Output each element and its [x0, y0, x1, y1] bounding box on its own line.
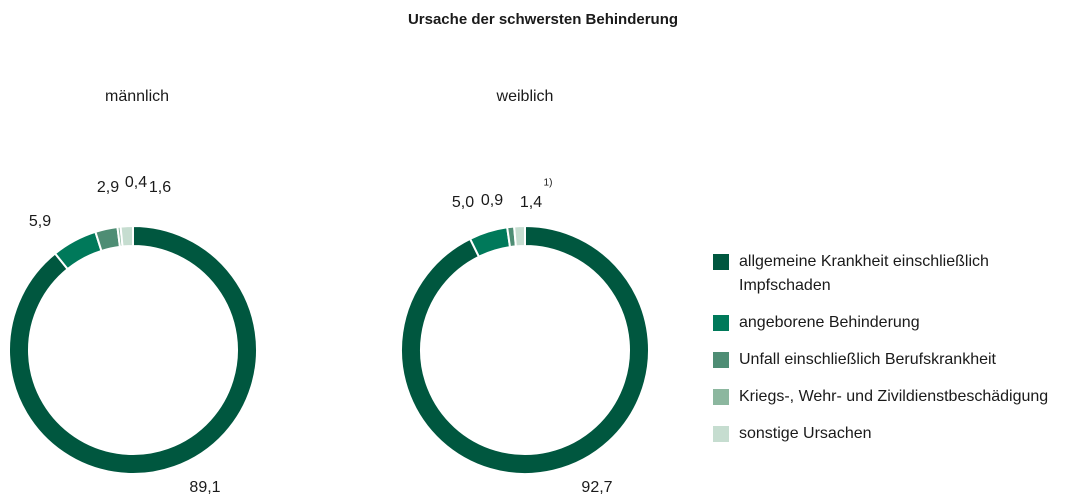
legend-item: sonstige Ursachen: [713, 422, 1083, 446]
value-label: 92,7: [581, 479, 612, 496]
legend-item: Unfall einschließlich Berufskrankheit: [713, 348, 1083, 372]
label-note: 1): [544, 178, 553, 189]
legend-label: Kriegs-, Wehr- und Zivildienstbe­schädig…: [739, 388, 1049, 405]
value-label: 0,4: [125, 174, 147, 191]
legend-label: angeborene Behinderung: [739, 314, 920, 331]
legend-swatch: [713, 254, 729, 270]
value-label: 5,0: [452, 194, 474, 211]
donut-slice: [8, 224, 258, 475]
value-label: 0,9: [481, 192, 503, 209]
legend-label: sonstige Ursachen: [739, 425, 872, 442]
legend-label: allgemeine Krankheit einschließlich Impf…: [739, 253, 989, 294]
legend-item: allgemeine Krankheit einschließlich Impf…: [713, 250, 1083, 298]
value-label: 5,9: [29, 213, 51, 230]
legend-swatch: [713, 315, 729, 331]
legend-item: angeborene Behinderung: [713, 311, 1083, 335]
pie-title: weiblich: [496, 88, 554, 105]
legend: allgemeine Krankheit einschließlich Impf…: [713, 250, 1083, 459]
legend-swatch: [713, 352, 729, 368]
value-label: 1,4: [520, 194, 542, 211]
pie-title: männlich: [105, 88, 169, 105]
legend-item: Kriegs-, Wehr- und Zivildienstbe­schädig…: [713, 385, 1083, 409]
donut-slice: [513, 224, 526, 248]
legend-swatch: [713, 389, 729, 405]
value-label: 1,6: [149, 179, 171, 196]
legend-swatch: [713, 426, 729, 442]
chart-title: Ursache der schwersten Behinderung: [408, 11, 678, 28]
value-label: 2,9: [97, 179, 119, 196]
value-label: 89,1: [189, 479, 220, 496]
donut-slice: [400, 224, 650, 475]
legend-label: Unfall einschließlich Berufskrankheit: [739, 351, 996, 368]
donut-slice: [468, 226, 512, 259]
donut-slice: [53, 230, 103, 271]
donut-slice: [119, 224, 134, 248]
